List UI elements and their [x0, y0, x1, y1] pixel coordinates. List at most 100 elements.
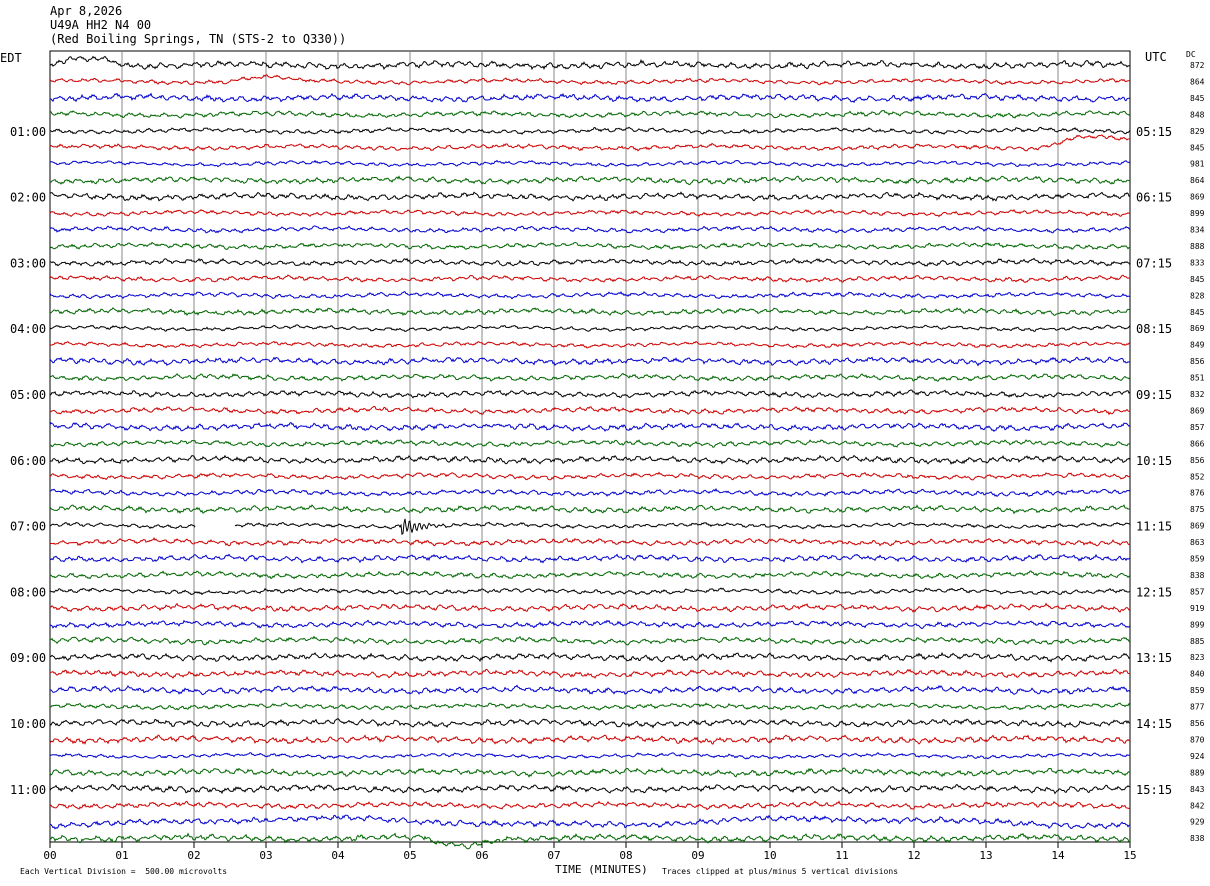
- trace-line: [49, 241, 1131, 250]
- dc-value: 848: [1190, 110, 1205, 119]
- dc-value: 859: [1190, 686, 1205, 695]
- dc-value: 857: [1190, 423, 1205, 432]
- trace-line: [49, 92, 1131, 104]
- dc-value: 852: [1190, 472, 1205, 481]
- x-tick-label: 04: [331, 849, 345, 862]
- x-tick-label: 07: [547, 849, 560, 862]
- x-tick-label: 05: [403, 849, 416, 862]
- trace-line: [49, 372, 1131, 382]
- dc-value: 869: [1190, 522, 1205, 531]
- trace-line: [49, 553, 1131, 564]
- x-tick-label: 11: [835, 849, 848, 862]
- left-hour-label: 08:00: [10, 585, 46, 599]
- right-hour-label: 12:15: [1136, 585, 1172, 599]
- left-hour-label: 11:00: [10, 783, 46, 797]
- trace-line: [49, 74, 1131, 86]
- trace-line: [49, 454, 1131, 465]
- trace-line: [49, 324, 1131, 333]
- left-hour-label: 10:00: [10, 717, 46, 731]
- right-hour-label: 05:15: [1136, 125, 1172, 139]
- dc-value: 845: [1190, 143, 1205, 152]
- dc-value: 857: [1190, 587, 1205, 596]
- trace-line: [49, 767, 1131, 778]
- trace-line: [49, 602, 1131, 613]
- left-hour-label: 07:00: [10, 520, 46, 534]
- dc-value: 981: [1190, 160, 1205, 169]
- trace-line: [49, 257, 1131, 267]
- trace-line: [49, 340, 1131, 349]
- dc-value: 843: [1190, 785, 1205, 794]
- dc-value: 851: [1190, 374, 1205, 383]
- trace-line: [49, 635, 1131, 646]
- x-tick-label: 03: [259, 849, 272, 862]
- trace-line: [49, 718, 1130, 729]
- trace-line: [49, 471, 1131, 481]
- dc-value: 864: [1190, 176, 1205, 185]
- x-tick-label: 12: [907, 849, 920, 862]
- dc-value: 899: [1190, 209, 1205, 218]
- trace-line: [49, 356, 1131, 367]
- trace-line: [49, 109, 1131, 119]
- right-hour-label: 13:15: [1136, 651, 1172, 665]
- right-hour-label: 11:15: [1136, 520, 1172, 534]
- dc-value: 832: [1190, 390, 1205, 399]
- trace-line: [49, 159, 1131, 168]
- dc-value: 856: [1190, 719, 1205, 728]
- trace-line: [49, 702, 1131, 711]
- trace-line: [49, 55, 1131, 71]
- dc-value: 849: [1190, 341, 1205, 350]
- trace-line: [49, 734, 1131, 745]
- trace-line: [49, 619, 1131, 630]
- x-tick-label: 08: [619, 849, 632, 862]
- dc-value: 876: [1190, 489, 1205, 498]
- dc-value: 829: [1190, 127, 1205, 136]
- x-tick-label: 09: [691, 849, 704, 862]
- dc-value: 859: [1190, 555, 1205, 564]
- dc-value: 840: [1190, 670, 1205, 679]
- dc-value: 866: [1190, 439, 1205, 448]
- scale-note: Each Vertical Division = 500.00 microvol…: [20, 867, 228, 876]
- trace-line: [49, 587, 1131, 596]
- x-tick-label: 06: [475, 849, 488, 862]
- dc-value: 889: [1190, 768, 1205, 777]
- dc-value: 834: [1190, 226, 1205, 235]
- trace-line: [49, 208, 1131, 218]
- dc-value: 869: [1190, 406, 1205, 415]
- dc-value: 869: [1190, 324, 1205, 333]
- dc-value: 899: [1190, 620, 1205, 629]
- right-hour-label: 14:15: [1136, 717, 1172, 731]
- trace-line: [49, 225, 1131, 234]
- dc-value: 856: [1190, 456, 1205, 465]
- dc-value: 863: [1190, 538, 1205, 547]
- trace-line: [49, 487, 1131, 498]
- left-hour-label: 01:00: [10, 125, 46, 139]
- plot-frame: [49, 50, 1131, 843]
- x-tick-label: 10: [763, 849, 776, 862]
- edt-label: EDT: [0, 51, 22, 65]
- dc-value: 833: [1190, 258, 1205, 267]
- trace-line: [49, 832, 1131, 850]
- trace-line: [49, 668, 1131, 679]
- right-hour-label: 06:15: [1136, 191, 1172, 205]
- trace-line: [49, 783, 1131, 795]
- dc-value: 869: [1190, 193, 1205, 202]
- utc-label: UTC: [1145, 50, 1167, 64]
- trace-line: [49, 389, 1131, 399]
- dc-value: 924: [1190, 752, 1205, 761]
- clip-note: Traces clipped at plus/minus 5 vertical …: [662, 867, 899, 876]
- left-hour-label: 05:00: [10, 388, 46, 402]
- x-tick-label: 00: [43, 849, 56, 862]
- trace-line: [50, 751, 1131, 760]
- left-hour-label: 03:00: [10, 256, 46, 270]
- trace-line: [49, 175, 1131, 186]
- trace-line: [49, 518, 1131, 536]
- trace-line: [49, 504, 1131, 515]
- trace-line: [49, 684, 1131, 696]
- dc-value: 838: [1190, 834, 1205, 843]
- dc-value: 864: [1190, 77, 1205, 86]
- dc-value: 845: [1190, 94, 1205, 103]
- trace-line: [49, 651, 1131, 663]
- dc-value: 845: [1190, 275, 1205, 284]
- trace-line: [49, 291, 1131, 300]
